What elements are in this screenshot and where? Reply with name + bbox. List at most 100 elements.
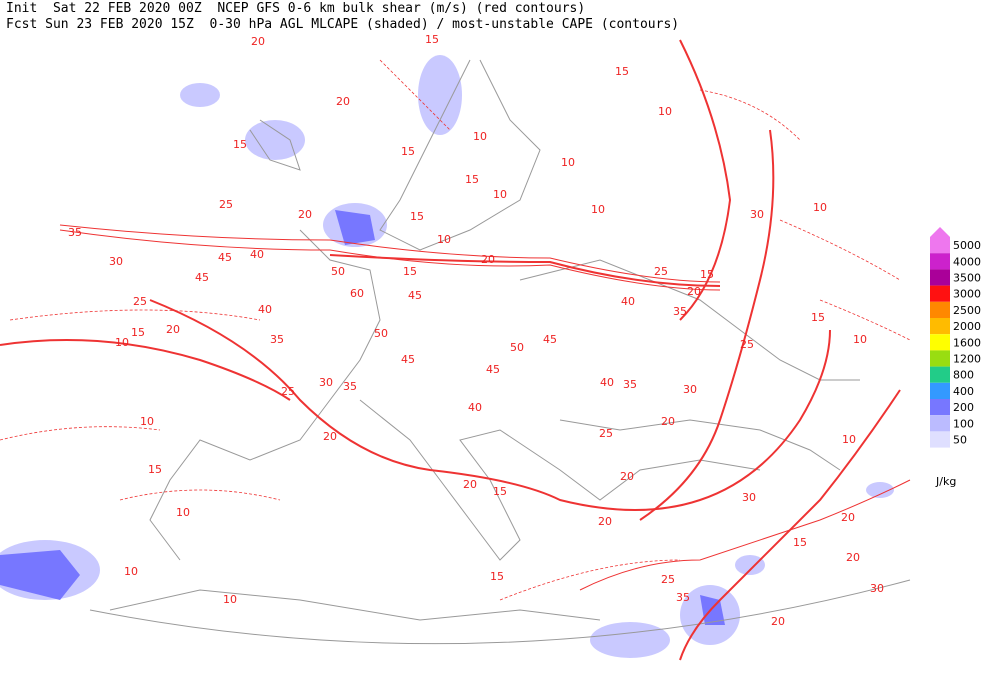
legend-label: 3000 xyxy=(953,288,981,301)
contour-label: 20 xyxy=(323,430,337,443)
contour-label: 10 xyxy=(842,433,856,446)
contour-label: 10 xyxy=(115,336,129,349)
contour-label: 25 xyxy=(599,427,613,440)
contour-label: 20 xyxy=(771,615,785,628)
contour-label: 10 xyxy=(561,156,575,169)
legend-swatch xyxy=(930,366,950,383)
contour-label: 15 xyxy=(490,570,504,583)
contour-label: 45 xyxy=(486,363,500,376)
contour-label: 10 xyxy=(853,333,867,346)
legend-swatch xyxy=(930,301,950,318)
legend-label: 2500 xyxy=(953,304,981,317)
legend-swatch xyxy=(930,350,950,367)
contour-label: 35 xyxy=(623,378,637,391)
contour-label: 60 xyxy=(350,287,364,300)
contour-label: 45 xyxy=(408,289,422,302)
contour-label: 20 xyxy=(661,415,675,428)
contour-label: 25 xyxy=(133,295,147,308)
legend-swatch xyxy=(930,237,950,254)
contour-label: 30 xyxy=(319,376,333,389)
contour-label: 15 xyxy=(131,326,145,339)
contour-label: 25 xyxy=(654,265,668,278)
contour-label: 20 xyxy=(336,95,350,108)
legend-arrow xyxy=(930,227,950,237)
legend-label: 4000 xyxy=(953,255,981,268)
legend-swatch xyxy=(930,318,950,335)
legend-label: 5000 xyxy=(953,239,981,252)
contour-label: 20 xyxy=(846,551,860,564)
contour-label: 15 xyxy=(615,65,629,78)
contour-label: 30 xyxy=(870,582,884,595)
contour-label: 15 xyxy=(401,145,415,158)
contour-label: 20 xyxy=(481,253,495,266)
contour-label: 50 xyxy=(331,265,345,278)
contour-label: 40 xyxy=(258,303,272,316)
contour-label: 15 xyxy=(425,33,439,46)
legend-swatch xyxy=(930,269,950,286)
contour-label: 10 xyxy=(473,130,487,143)
contour-label: 15 xyxy=(465,173,479,186)
contour-label: 45 xyxy=(543,333,557,346)
contour-label: 25 xyxy=(281,385,295,398)
contour-label: 10 xyxy=(658,105,672,118)
legend-swatch xyxy=(930,399,950,416)
contour-label: 10 xyxy=(223,593,237,606)
legend-swatch xyxy=(930,334,950,351)
contour-label: 45 xyxy=(195,271,209,284)
legend-label: 1600 xyxy=(953,336,981,349)
legend-label: 100 xyxy=(953,417,974,430)
contour-label: 20 xyxy=(166,323,180,336)
contour-label: 40 xyxy=(250,248,264,261)
contour-label: 10 xyxy=(140,415,154,428)
contour-label: 25 xyxy=(219,198,233,211)
shear-contours xyxy=(0,39,911,661)
contour-label: 50 xyxy=(510,341,524,354)
legend: 5000 4000 3500 3000 2500 2000 1600 1200 800 400 20… xyxy=(930,227,981,488)
legend-unit: J/kg xyxy=(935,475,956,488)
legend-swatch xyxy=(930,382,950,399)
contour-label: 20 xyxy=(298,208,312,221)
contour-label: 15 xyxy=(793,536,807,549)
contour-label: 30 xyxy=(683,383,697,396)
contour-label: 15 xyxy=(700,268,714,281)
contour-label: 15 xyxy=(148,463,162,476)
legend-swatch xyxy=(930,415,950,432)
contour-label: 10 xyxy=(437,233,451,246)
contour-label: 30 xyxy=(742,491,756,504)
contour-label: 20 xyxy=(687,285,701,298)
contour-label: 35 xyxy=(343,380,357,393)
contour-label: 35 xyxy=(676,591,690,604)
contour-label: 35 xyxy=(270,333,284,346)
contour-label: 20 xyxy=(598,515,612,528)
legend-label: 50 xyxy=(953,434,967,447)
contour-label: 40 xyxy=(621,295,635,308)
contour-label: 35 xyxy=(68,226,82,239)
contour-label: 25 xyxy=(740,338,754,351)
contour-label: 15 xyxy=(403,265,417,278)
header-line1: Init Sat 22 FEB 2020 00Z NCEP GFS 0-6 km… xyxy=(6,1,585,16)
contour-label: 15 xyxy=(410,210,424,223)
legend-label: 2000 xyxy=(953,320,981,333)
legend-label: 1200 xyxy=(953,353,981,366)
contour-label: 20 xyxy=(251,35,265,48)
contour-label: 10 xyxy=(591,203,605,216)
contour-label: 15 xyxy=(811,311,825,324)
contour-label: 10 xyxy=(124,565,138,578)
contour-label: 30 xyxy=(109,255,123,268)
contour-label: 10 xyxy=(813,201,827,214)
contour-label: 45 xyxy=(401,353,415,366)
contour-label: 20 xyxy=(841,511,855,524)
legend-swatch xyxy=(930,431,950,448)
contour-label: 10 xyxy=(176,506,190,519)
contour-label: 15 xyxy=(233,138,247,151)
contour-label: 25 xyxy=(661,573,675,586)
legend-label: 800 xyxy=(953,369,974,382)
contour-label: 15 xyxy=(493,485,507,498)
coastlines xyxy=(89,59,911,645)
contour-label: 20 xyxy=(620,470,634,483)
contour-label: 20 xyxy=(463,478,477,491)
legend-swatch xyxy=(930,285,950,302)
legend-label: 400 xyxy=(953,385,974,398)
